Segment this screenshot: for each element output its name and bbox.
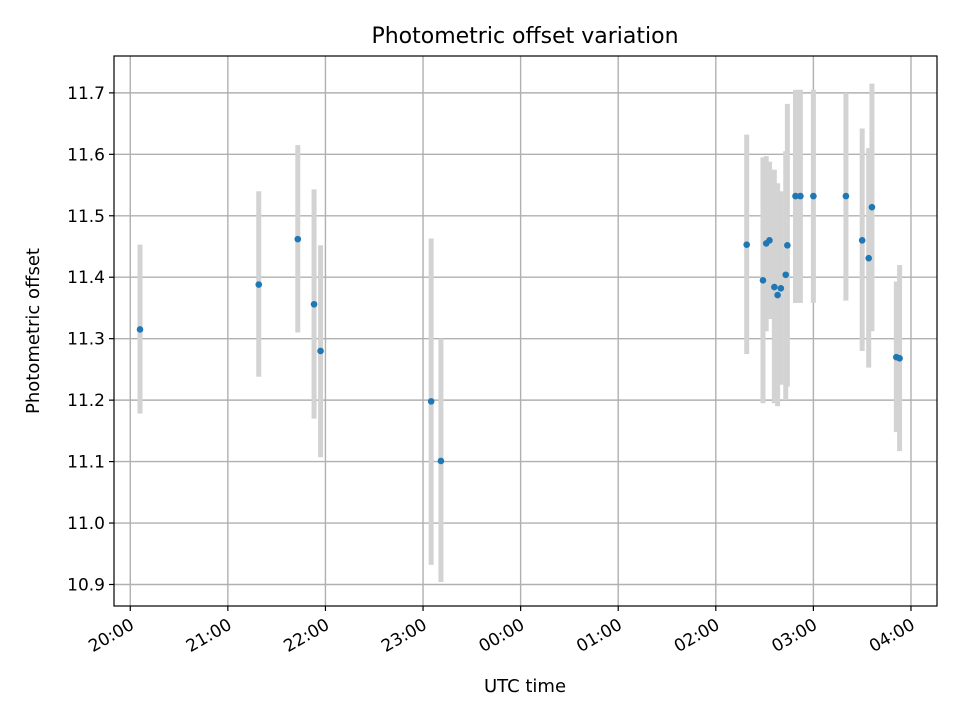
data-point <box>437 457 445 465</box>
data-point <box>777 284 785 292</box>
y-tick-label: 11.7 <box>67 84 105 104</box>
data-point <box>427 398 435 405</box>
data-point <box>774 291 781 299</box>
data-point <box>797 192 804 200</box>
y-tick-label: 11.2 <box>67 391 105 411</box>
data-point <box>766 237 773 244</box>
data-point <box>810 192 817 200</box>
y-tick-label: 10.9 <box>67 575 105 595</box>
y-tick-label: 11.6 <box>67 145 105 165</box>
data-point <box>782 271 790 279</box>
data-point <box>842 192 850 200</box>
y-tick-label: 11.1 <box>67 453 105 473</box>
plot-frame <box>113 55 938 607</box>
data-point <box>743 241 751 248</box>
y-tick-label: 11.4 <box>67 268 105 288</box>
grid <box>114 56 937 606</box>
data-point <box>759 277 767 284</box>
data-point <box>136 326 144 333</box>
chart-title: Photometric offset variation <box>371 24 678 49</box>
y-axis-label: Photometric offset <box>23 248 44 414</box>
data-point <box>294 235 302 243</box>
data-point <box>896 355 903 362</box>
data-point <box>317 347 324 355</box>
x-axis-label: UTC time <box>484 676 566 697</box>
y-tick-label: 11.3 <box>67 330 105 350</box>
data-point <box>255 281 263 288</box>
data-point <box>310 300 318 308</box>
data-point <box>868 203 876 211</box>
data-point <box>858 237 866 244</box>
data-point <box>792 192 799 200</box>
data-point <box>771 283 778 291</box>
y-tick-label: 11.0 <box>67 514 105 534</box>
data-point <box>865 254 872 262</box>
y-tick-label: 11.5 <box>67 207 105 227</box>
data-points <box>136 192 903 465</box>
data-point <box>784 241 791 249</box>
